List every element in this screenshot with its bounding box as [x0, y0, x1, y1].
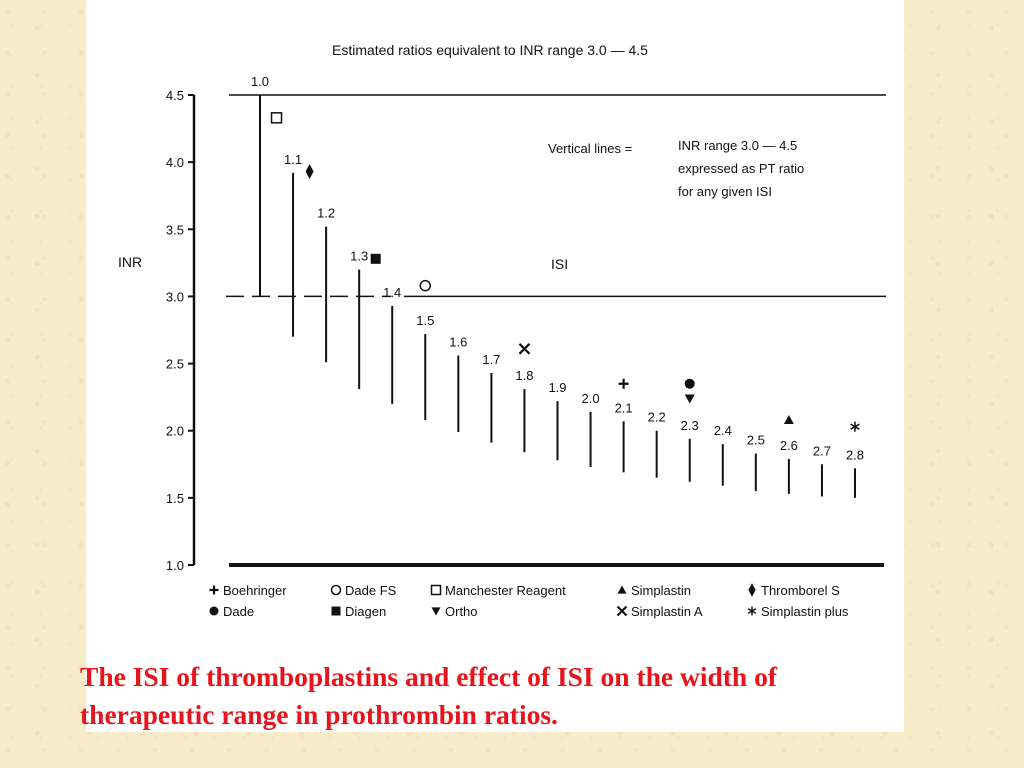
isi-range-label: 1.4: [383, 285, 401, 300]
isi-label: ISI: [551, 256, 568, 272]
isi-range-label: 1.8: [515, 368, 533, 383]
isi-range-label: 2.8: [846, 447, 864, 462]
legend-cross-icon: [616, 605, 628, 617]
isi-range-label: 1.6: [449, 335, 467, 350]
reagent-point-dade: [684, 378, 695, 389]
reagent-point-ortho: [684, 394, 695, 404]
reagent-point-manchester-reagent: [270, 112, 283, 124]
legend-label: Dade FS: [345, 583, 397, 598]
legend-filled-square-icon: [331, 606, 341, 616]
legend-filled-circle-icon: [209, 606, 219, 616]
annotation-line-2: expressed as PT ratio: [678, 161, 804, 176]
isi-range-label: 2.6: [780, 438, 798, 453]
legend-label: Simplastin A: [631, 604, 703, 619]
inr-isi-chart: Estimated ratios equivalent to INR range…: [118, 42, 886, 619]
isi-range-label: 2.5: [747, 433, 765, 448]
reagent-point-simplastin-plus: [850, 421, 860, 432]
y-tick-label: 1.0: [166, 558, 184, 573]
isi-range-label: 2.7: [813, 443, 831, 458]
legend-label: Boehringer: [223, 583, 287, 598]
reagent-point-dade-fs: [419, 279, 432, 292]
legend-label: Diagen: [345, 604, 386, 619]
y-tick-label: 4.5: [166, 88, 184, 103]
reagent-point-simplastin: [783, 414, 794, 424]
legend-triangle-up-icon: [617, 585, 627, 594]
chart-title: Estimated ratios equivalent to INR range…: [332, 42, 648, 58]
legend-label: Ortho: [445, 604, 478, 619]
y-tick-label: 2.0: [166, 424, 184, 439]
y-tick-label: 1.5: [166, 491, 184, 506]
reagent-point-boehringer: [618, 378, 629, 389]
isi-range-label: 1.2: [317, 206, 335, 221]
isi-range-label: 1.3: [350, 249, 368, 264]
reagent-point-thromborel-s: [305, 164, 314, 180]
isi-range-label: 1.7: [482, 352, 500, 367]
legend-triangle-down-icon: [431, 607, 441, 616]
isi-range-label: 2.3: [681, 418, 699, 433]
legend-open-circle-icon: [330, 584, 342, 596]
legend-plus-icon: [209, 585, 219, 595]
y-axis-label: INR: [118, 254, 142, 270]
legend-label: Simplastin: [631, 583, 691, 598]
figure-caption: The ISI of thromboplastins and effect of…: [80, 658, 960, 734]
annotation-line-1: INR range 3.0 — 4.5: [678, 138, 797, 153]
legend-label: Dade: [223, 604, 254, 619]
legend-label: Simplastin plus: [761, 604, 849, 619]
annotation-key: Vertical lines =: [548, 141, 632, 156]
isi-range-label: 2.0: [582, 391, 600, 406]
y-tick-label: 3.0: [166, 289, 184, 304]
y-tick-label: 2.5: [166, 357, 184, 372]
legend-label: Manchester Reagent: [445, 583, 566, 598]
y-tick-label: 4.0: [166, 155, 184, 170]
caption-line-2: therapeutic range in prothrombin ratios.: [80, 699, 558, 730]
isi-range-label: 2.2: [648, 410, 666, 425]
caption-line-1: The ISI of thromboplastins and effect of…: [80, 661, 778, 692]
legend-diamond-icon: [748, 583, 756, 597]
figure-panel: Estimated ratios equivalent to INR range…: [86, 0, 904, 732]
legend: Boehringer Dade FS Manchester Reagent Simpl…: [209, 583, 849, 619]
isi-range-label: 1.0: [251, 74, 269, 89]
isi-range-label: 2.4: [714, 423, 732, 438]
reagent-point-simplastin-a: [518, 343, 531, 355]
isi-range-label: 1.5: [416, 313, 434, 328]
legend-label: Thromborel S: [761, 583, 840, 598]
legend-open-square-icon: [430, 584, 442, 596]
isi-range-label: 2.1: [615, 400, 633, 415]
reagent-point-diagen: [370, 253, 381, 264]
isi-range-label: 1.1: [284, 152, 302, 167]
isi-range-label: 1.9: [548, 380, 566, 395]
plot-layer: 1.0 1.5 2.0 2.5 3.0 3.5 4.0 4.5 1.0 1.1 1.2 1.3 1.4 1…: [166, 74, 886, 573]
annotation-line-3: for any given ISI: [678, 184, 772, 199]
legend-asterisk-icon: [747, 606, 757, 616]
y-tick-label: 3.5: [166, 222, 184, 237]
